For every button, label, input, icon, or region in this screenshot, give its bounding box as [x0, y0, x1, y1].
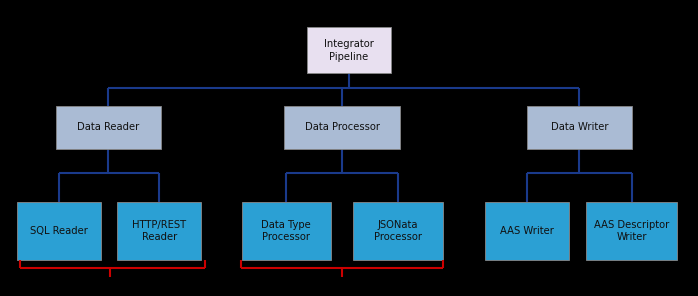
Text: Data Reader: Data Reader: [77, 122, 140, 132]
Text: AAS Writer: AAS Writer: [500, 226, 554, 236]
Text: AAS Descriptor
Writer: AAS Descriptor Writer: [594, 220, 669, 242]
Text: Data Writer: Data Writer: [551, 122, 608, 132]
Text: Data Type
Processor: Data Type Processor: [261, 220, 311, 242]
Bar: [586, 202, 677, 260]
Bar: [117, 202, 201, 260]
Text: SQL Reader: SQL Reader: [31, 226, 88, 236]
Bar: [285, 106, 399, 149]
Text: JSONata
Processor: JSONata Processor: [374, 220, 422, 242]
Bar: [17, 202, 101, 260]
Bar: [307, 27, 391, 73]
Bar: [527, 106, 632, 149]
Bar: [242, 202, 331, 260]
Text: HTTP/REST
Reader: HTTP/REST Reader: [132, 220, 186, 242]
Bar: [353, 202, 443, 260]
Bar: [485, 202, 569, 260]
Text: Data Processor: Data Processor: [304, 122, 380, 132]
Bar: [56, 106, 161, 149]
Text: Integrator
Pipeline: Integrator Pipeline: [324, 39, 374, 62]
